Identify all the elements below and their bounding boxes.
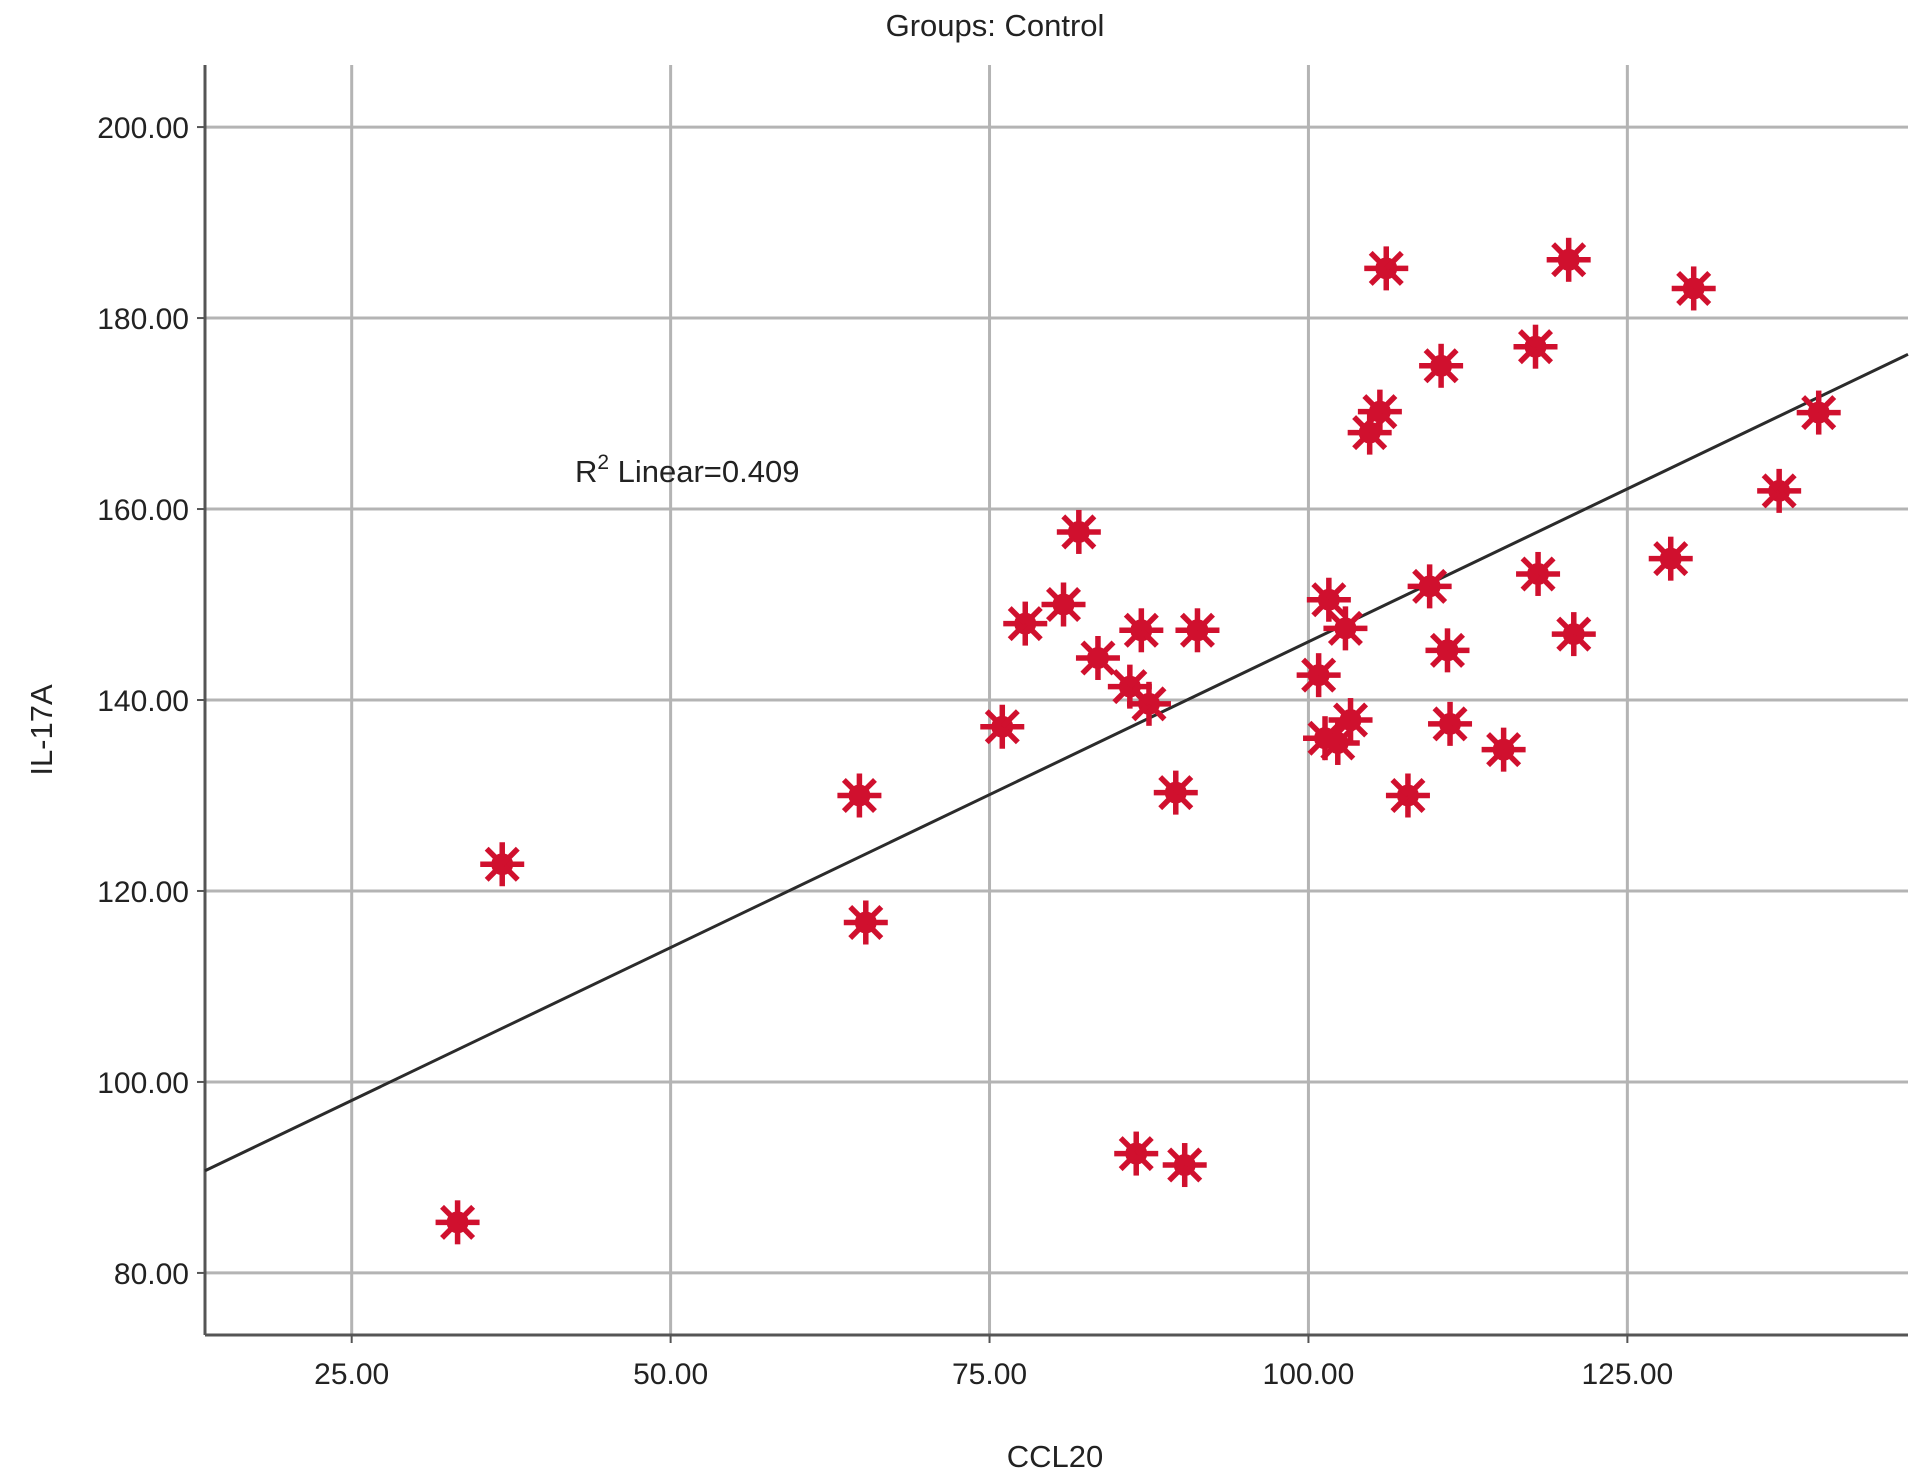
annotation-prefix: R: [575, 454, 597, 489]
data-point-11: [1119, 608, 1164, 653]
x-axis-title: CCL20: [1007, 1439, 1104, 1474]
data-point-7: [1056, 509, 1101, 554]
data-point-19: [1315, 720, 1360, 765]
x-tick-label-3: 100.00: [1263, 1358, 1355, 1391]
data-point-10: [1114, 1131, 1159, 1176]
y-tick-label-5: 180.00: [97, 303, 189, 336]
data-point-23: [1357, 389, 1402, 434]
annotation-suffix: Linear=0.409: [609, 454, 799, 489]
axes: [197, 65, 1908, 1343]
data-point-31: [1513, 324, 1558, 369]
data-point-15: [1175, 608, 1220, 653]
data-point-4: [980, 704, 1025, 749]
y-axis-title: IL-17A: [24, 684, 59, 776]
data-point-18: [1306, 577, 1351, 622]
data-point-25: [1385, 773, 1430, 818]
data-point-6: [1041, 582, 1086, 627]
data-point-27: [1419, 343, 1464, 388]
data-point-16: [1296, 653, 1341, 698]
data-point-36: [1671, 266, 1716, 311]
data-point-35: [1648, 536, 1693, 581]
data-point-34: [1551, 612, 1596, 657]
x-tick-label-1: 50.00: [633, 1358, 708, 1391]
annotation-superscript: 2: [597, 451, 609, 474]
data-point-28: [1425, 628, 1470, 673]
linear-fit-line: [204, 352, 1909, 1173]
data-point-37: [1757, 468, 1802, 513]
y-tick-label-3: 140.00: [97, 685, 189, 718]
y-tick-label-6: 200.00: [97, 112, 189, 145]
data-point-2: [837, 773, 882, 818]
x-tick-label-0: 25.00: [314, 1358, 389, 1391]
x-tick-label-4: 125.00: [1581, 1358, 1673, 1391]
data-point-5: [1003, 601, 1048, 646]
r-squared-annotation: R2 Linear=0.409: [575, 451, 800, 489]
grid-lines: [205, 65, 1908, 1335]
y-tick-label-1: 100.00: [97, 1067, 189, 1100]
data-point-21: [1328, 698, 1373, 743]
data-point-24: [1364, 246, 1409, 291]
data-points: [435, 237, 1841, 1245]
data-point-32: [1516, 551, 1561, 596]
data-point-1: [480, 842, 525, 887]
data-point-8: [1075, 635, 1120, 680]
data-point-30: [1481, 727, 1526, 772]
tick-labels: 25.00 50.00 75.00 100.00 125.00 80.00 100.00 12…: [97, 112, 1673, 1391]
data-point-26: [1407, 564, 1452, 609]
data-point-12: [1126, 681, 1171, 726]
y-tick-label-2: 120.00: [97, 876, 189, 909]
data-point-13: [1153, 770, 1198, 815]
y-tick-label-4: 160.00: [97, 494, 189, 527]
x-tick-label-2: 75.00: [952, 1358, 1027, 1391]
data-point-29: [1428, 701, 1473, 746]
data-point-33: [1546, 237, 1591, 282]
data-point-3: [843, 900, 888, 945]
data-point-14: [1162, 1143, 1207, 1188]
chart-title: Groups: Control: [886, 8, 1105, 43]
data-point-20: [1323, 606, 1368, 651]
y-tick-label-0: 80.00: [114, 1258, 189, 1291]
data-point-0: [435, 1200, 480, 1245]
data-point-38: [1796, 390, 1841, 435]
